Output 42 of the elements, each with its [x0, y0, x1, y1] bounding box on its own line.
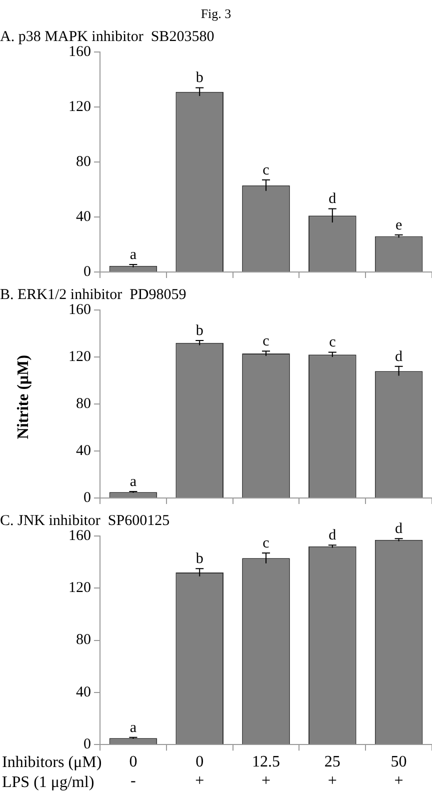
data-label: d: [395, 521, 404, 538]
data-label: d: [328, 191, 337, 208]
x-tick-label: 0 -: [129, 753, 138, 790]
data-label: c: [262, 162, 270, 178]
y-tick-label: 0: [84, 490, 91, 506]
y-tick-label: 40: [76, 208, 91, 225]
y-tick-label: 160: [68, 302, 91, 318]
text: Inhibitors (μM): [2, 754, 102, 771]
y-tick-label: 40: [76, 442, 91, 459]
y-tick-label: 160: [68, 44, 91, 60]
data-label: a: [130, 246, 137, 263]
data-label: a: [130, 474, 137, 490]
data-label: d: [395, 348, 404, 365]
data-label: a: [130, 720, 137, 736]
data-label: b: [196, 551, 204, 568]
data-label: c: [329, 334, 336, 351]
y-tick-label: 80: [76, 396, 91, 412]
data-label: d: [328, 528, 337, 544]
y-tick-label: 120: [68, 98, 91, 115]
data-label: b: [196, 70, 204, 86]
caption: Fig. 3: [200, 6, 232, 22]
chart-title: A. p38 MAPK inhibitor SB203580: [0, 28, 214, 45]
y-tick-label: 80: [76, 632, 91, 648]
y-axis-title: Nitrite (μM): [15, 354, 34, 440]
y-tick-label: 80: [76, 154, 91, 170]
x-tick-label: 25 +: [324, 753, 340, 790]
chart-title: B. ERK1/2 inhibitor PD98059: [0, 286, 186, 303]
chart-title: C. JNK inhibitor SP600125: [0, 512, 170, 529]
y-tick-label: 120: [68, 348, 91, 365]
y-tick-label: 40: [76, 684, 91, 700]
data-label: b: [196, 322, 204, 339]
data-label: c: [262, 535, 270, 552]
x-tick-label: 50 +: [390, 753, 407, 790]
y-tick-label: 0: [84, 736, 91, 753]
y-tick-label: 120: [68, 580, 91, 596]
data-label: e: [395, 217, 402, 234]
text: LPS (1 μg/ml): [2, 774, 94, 791]
x-tick-label: 0 +: [195, 753, 204, 790]
y-tick-label: 160: [68, 528, 91, 544]
y-tick-label: 0: [84, 264, 91, 280]
data-label: c: [262, 334, 270, 350]
x-tick-label: 12.5 +: [252, 753, 280, 790]
